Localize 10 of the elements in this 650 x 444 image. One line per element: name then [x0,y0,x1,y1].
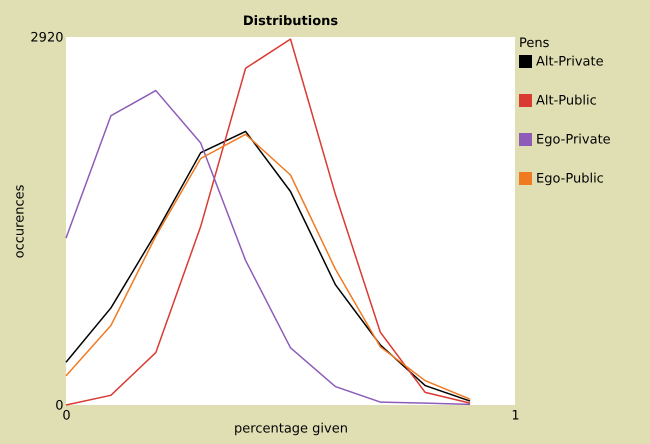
legend-label: Alt-Private [536,54,604,70]
legend-label: Ego-Private [536,132,611,148]
legend-label: Alt-Public [536,94,597,108]
y-tick-label: 2920 [30,30,64,46]
x-tick-label: 1 [511,408,520,424]
legend-title: Pens [519,36,550,51]
chart-title: Distributions [242,14,338,29]
y-axis-title: occurences [12,184,28,258]
x-axis-title: percentage given [234,422,348,436]
legend-label: Ego-Public [536,172,604,186]
